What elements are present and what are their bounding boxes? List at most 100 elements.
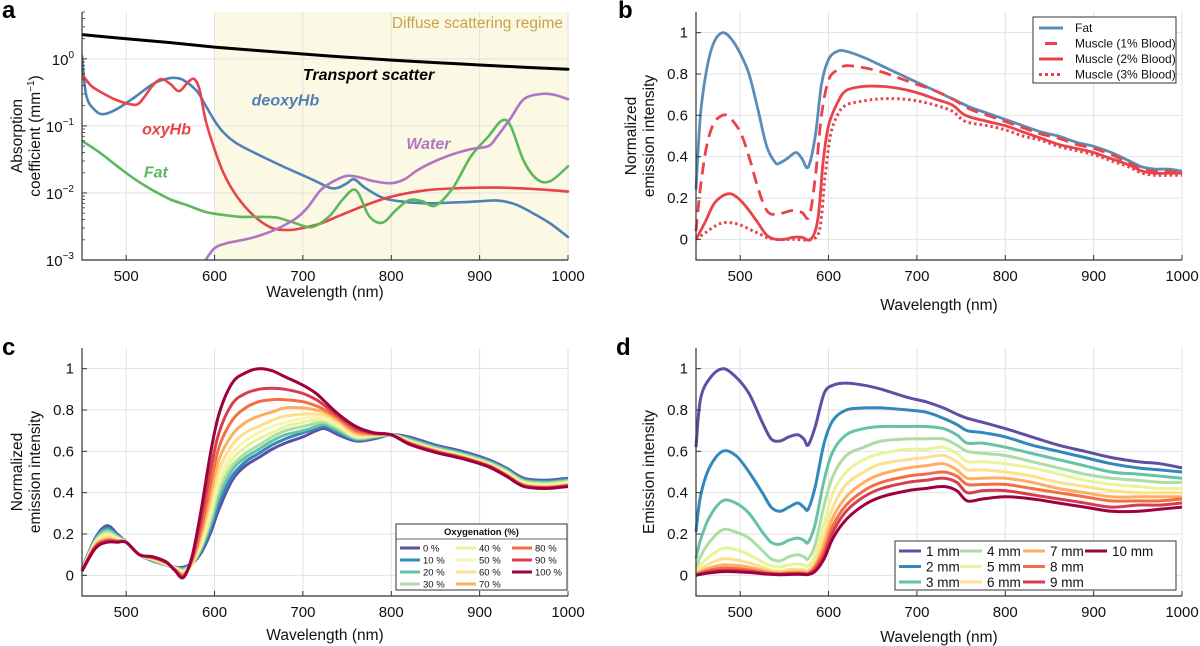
y-axis-label-a-end: ) [27,75,44,80]
legend-c: Oxygenation (%) 0 %10 %20 %30 % 40 %50 %60… [395,523,568,591]
series-line-depth-10-mm [695,484,1183,577]
axis-lines [81,348,568,597]
legend-d: 1 mm2 mm3 mm 4 mm5 mm6 mm 7 mm8 mm9 mm 10 m… [894,540,1177,591]
y-tick-label: 0.2 [667,190,688,207]
series-layer-a [82,33,570,260]
legend-label-7-mm: 7 mm [1050,544,1084,559]
legend-box-c [395,523,568,591]
legend-b: Fat Muscle (1% Blood)Muscle (2% Blood) Mus… [1032,16,1177,84]
x-tick-label: 1000 [1165,604,1198,621]
x-tick-label: 600 [202,604,227,621]
legend-label-10-mm: 10 mm [1112,544,1153,559]
annotation-fat: Fat [144,165,169,182]
y-tick-label: 0.2 [667,526,688,543]
legend-label-muscle-1-blood: Muscle (1% Blood) [1075,37,1176,51]
legend-label-90: 90 % [535,556,557,567]
panel-label-a: a [2,0,16,24]
panel-c: c 500 600 700 800 900 1000 0 0.2 0.4 0.6 0.8 1 Wave… [2,334,585,644]
y-axis-label-c-line1: Normalized [9,433,26,511]
x-tick-label: 800 [993,604,1018,621]
x-tick-label: 700 [904,604,929,621]
x-tick-label: 600 [816,604,841,621]
legend-label-70: 70 % [479,580,501,591]
y-axis-label-d: Emission intensity [641,410,658,534]
y-axis-label-a: Absorption coefficient (mm−1) [9,75,44,196]
legend-label-8-mm: 8 mm [1050,560,1084,575]
x-tick-label: 700 [290,604,315,621]
y-tick-label: 0.4 [53,485,74,502]
y-tick-label: 0 [680,567,688,584]
y-tick-label: 0.8 [53,402,74,419]
x-tick-label: 600 [202,268,227,285]
legend-label-4-mm: 4 mm [987,544,1021,559]
axis-lines [81,12,568,261]
legend-label-1-mm: 1 mm [926,544,960,559]
y-axis-label-d-line1: Emission intensity [641,410,658,534]
y-axis-label-a-text: coefficient (mm [27,92,44,197]
axes-c: 500 600 700 800 900 1000 0 0.2 0.4 0.6 0.8 1 [53,348,585,621]
legend-label-20: 20 % [423,568,445,579]
x-tick-label: 700 [904,268,929,285]
series-line-water [204,92,570,260]
axes-b: 500 600 700 800 900 1000 0 0.2 0.4 0.6 0.8 1 [667,12,1199,285]
x-tick-label: 1000 [551,604,584,621]
legend-label-40: 40 % [479,544,501,555]
y-tick-label: 0.4 [667,485,688,502]
y-axis-label-a-line2: coefficient (mm−1) [26,75,44,196]
x-tick-label: 800 [379,604,404,621]
series-line-fat [694,31,1183,190]
annotation-water: Water [406,136,451,153]
x-axis-label-c: Wavelength (nm) [266,627,383,644]
y-tick-label: 1 [66,361,74,378]
y-tick-label: 0.6 [667,107,688,124]
diffuse-region-label: Diffuse scattering regime [392,15,563,32]
legend-label-muscle-2-blood: Muscle (2% Blood) [1075,52,1176,66]
panel-label-d: d [616,334,631,361]
y-axis-label-c: Normalized emission intensity [9,411,44,534]
legend-label-0: 0 % [423,544,440,555]
series-line-depth-6-mm [694,453,1182,575]
y-tick-label: 0.6 [667,443,688,460]
y-tick-label: 0 [680,231,688,248]
axes-d: 500 600 700 800 900 1000 0 0.2 0.4 0.6 0.8 1 [667,348,1199,621]
series-line-depth-1-mm [694,367,1183,470]
x-tick-label: 600 [816,268,841,285]
legend-label-30: 30 % [423,580,445,591]
legend-label-6-mm: 6 mm [987,575,1021,590]
legend-label-60: 60 % [479,568,501,579]
x-tick-label: 500 [728,604,753,621]
panel-label-c: c [2,334,15,361]
series-line-depth-3-mm [694,424,1183,560]
legend-label-10: 10 % [423,556,445,567]
series-line-depth-8-mm [695,470,1183,577]
y-tick-label: 0.2 [53,526,74,543]
series-line-transport-scatter [82,33,570,71]
y-tick-label: 100 [52,50,75,69]
series-line-deoxyhb [82,54,570,239]
y-tick-label: 0.8 [667,402,688,419]
y-tick-label: 0.6 [53,443,74,460]
y-tick-label: 10−2 [46,184,75,203]
legend-label-50: 50 % [479,556,501,567]
x-tick-label: 500 [728,268,753,285]
x-tick-label: 500 [114,268,139,285]
legend-label-9-mm: 9 mm [1050,575,1084,590]
x-tick-label: 900 [467,268,492,285]
axis-lines [695,348,1182,597]
y-tick-label: 0.8 [667,66,688,83]
axis-lines [695,12,1182,261]
legend-label-fat: Fat [1075,21,1093,35]
y-axis-label-a-sup: −1 [26,80,37,92]
legend-label-muscle-3-blood: Muscle (3% Blood) [1075,68,1176,82]
x-axis-label-a: Wavelength (nm) [266,284,383,301]
series-line-muscle-3-blood [695,97,1182,242]
x-tick-label: 700 [290,268,315,285]
x-tick-label: 900 [1081,268,1106,285]
y-axis-label-b-line1: Normalized [623,97,640,175]
y-axis-label-a-line1: Absorption [9,99,26,173]
annotations-a: Transport scatter deoxyHb oxyHb Fat Water [142,67,451,181]
legend-label-2-mm: 2 mm [926,560,960,575]
axes-a: 500 600 700 800 900 1000 10−3 10−2 10−1 100 [46,11,585,285]
x-tick-label: 1000 [1165,268,1198,285]
annotation-transport-scatter: Transport scatter [303,67,435,84]
